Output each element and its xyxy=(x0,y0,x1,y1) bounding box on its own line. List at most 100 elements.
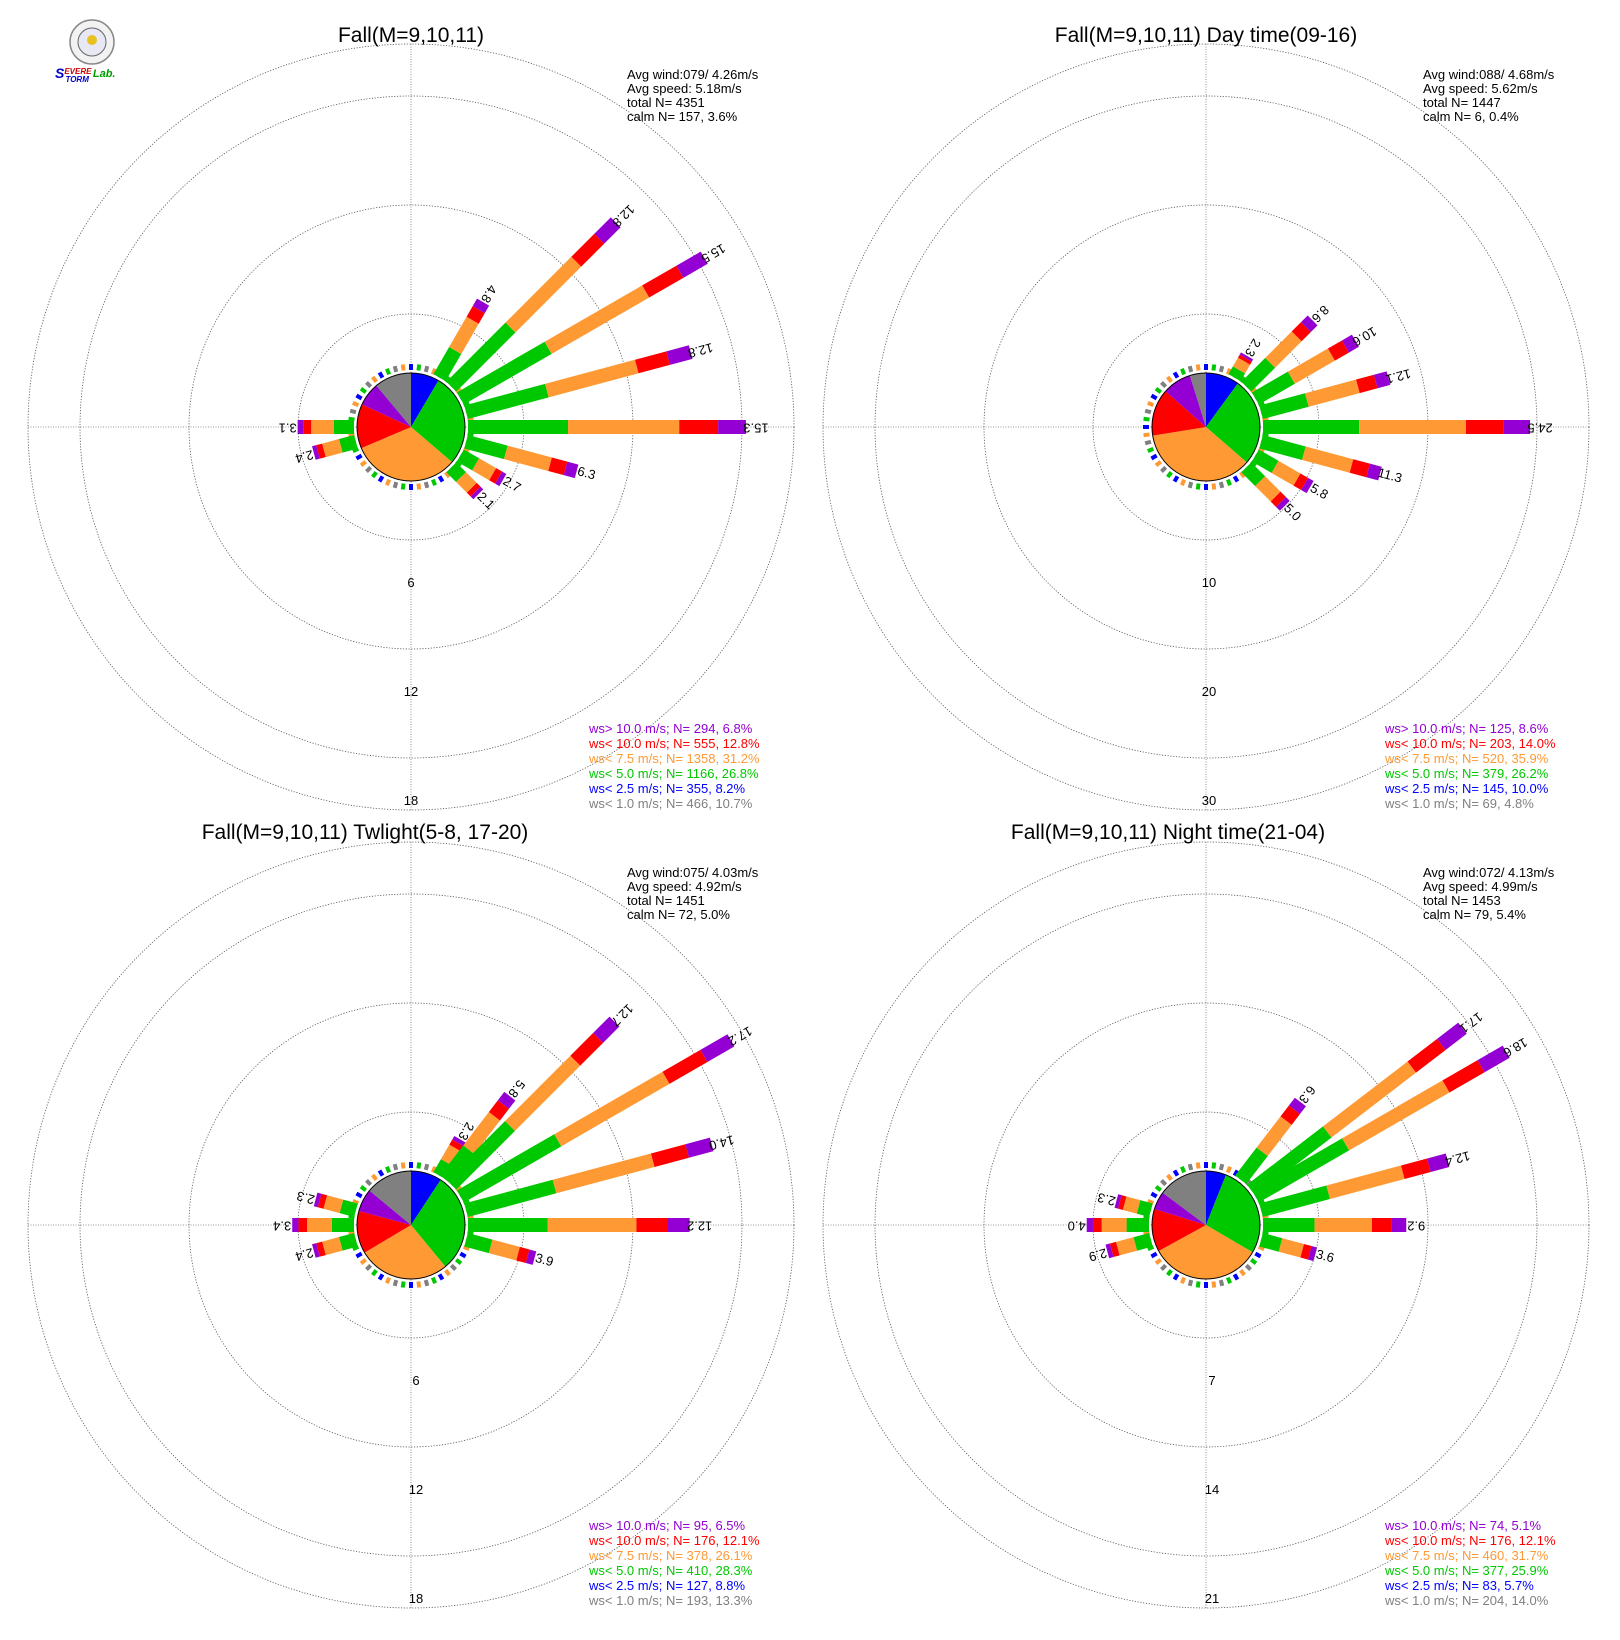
direction-tick xyxy=(1144,439,1152,446)
direction-tick xyxy=(1180,478,1187,486)
direction-bar xyxy=(1263,420,1531,434)
bar-segment-lt5 xyxy=(1263,420,1360,434)
direction-tick xyxy=(1150,453,1158,461)
direction-tick xyxy=(355,393,363,401)
info-avg-wind: Avg wind:088/ 4.68m/s xyxy=(1423,67,1555,82)
pie-outline xyxy=(1151,372,1261,482)
direction-tick xyxy=(1172,371,1180,379)
direction-bar xyxy=(1235,1097,1306,1185)
bar-value-label: 6.3 xyxy=(576,463,597,482)
bar-value-label: 12.2 xyxy=(687,1219,712,1234)
bar-value-label: 12.4 xyxy=(1443,1148,1471,1169)
info-calm: calm N= 6, 0.4% xyxy=(1423,109,1519,124)
bar-segment-lt5 xyxy=(446,322,516,392)
direction-tick xyxy=(462,446,470,453)
bar-value-label: 24.5 xyxy=(1527,421,1552,436)
direction-tick xyxy=(455,460,463,467)
direction-tick xyxy=(423,365,430,373)
direction-tick xyxy=(1262,1214,1269,1220)
bar-segment-lt10 xyxy=(634,351,671,374)
direction-tick xyxy=(355,1251,363,1259)
direction-bar xyxy=(446,462,484,500)
legend-entry: ws< 10.0 m/s; N= 203, 14.0% xyxy=(1384,736,1556,751)
direction-bar xyxy=(1251,449,1314,494)
direction-tick xyxy=(416,364,422,371)
direction-bar xyxy=(1259,371,1391,420)
ring-label: 7 xyxy=(1208,1373,1215,1388)
direction-tick xyxy=(1225,368,1232,376)
direction-tick xyxy=(1147,446,1155,453)
legend-entry: ws< 10.0 m/s; N= 176, 12.1% xyxy=(588,1533,760,1548)
legend-entry: ws< 1.0 m/s; N= 69, 4.8% xyxy=(1384,796,1534,811)
direction-tick xyxy=(400,483,406,490)
direction-tick xyxy=(377,371,385,379)
bar-segment-lt5 xyxy=(468,420,569,434)
bar-segment-lt10 xyxy=(642,265,684,298)
direction-tick xyxy=(1225,478,1232,486)
direction-tick xyxy=(349,408,357,415)
direction-bar xyxy=(1259,434,1382,481)
direction-bar xyxy=(433,298,490,382)
bar-value-label: 3.4 xyxy=(273,1219,291,1234)
bar-segment-lt7_5 xyxy=(1115,1237,1138,1256)
bar-value-label: 2.4 xyxy=(294,447,315,466)
direction-tick xyxy=(1244,1263,1252,1271)
direction-tick xyxy=(1150,1251,1158,1259)
direction-bar xyxy=(446,217,621,392)
direction-tick xyxy=(444,375,451,383)
bar-value-label: 2.4 xyxy=(294,1245,315,1264)
legend-entry: ws> 10.0 m/s; N= 294, 6.8% xyxy=(588,721,753,736)
bar-value-label: 11.3 xyxy=(1376,465,1403,486)
direction-tick xyxy=(1195,483,1201,490)
direction-bar xyxy=(464,1137,714,1218)
direction-tick xyxy=(1154,1258,1162,1265)
bar-value-label: 2.3 xyxy=(295,1188,316,1207)
bar-value-label: 15.3 xyxy=(743,421,768,436)
pie-slice-lt2_5 xyxy=(1206,1171,1226,1225)
bar-segment-lt5 xyxy=(446,462,466,482)
bar-segment-lt10 xyxy=(1407,1038,1446,1073)
direction-tick xyxy=(1187,1163,1194,1171)
direction-tick xyxy=(437,1273,445,1281)
legend-entry: ws< 2.5 m/s; N= 127, 8.8% xyxy=(588,1578,746,1593)
direction-bar xyxy=(464,345,693,420)
direction-tick xyxy=(385,1166,392,1174)
bar-segment-lt10 xyxy=(679,420,719,434)
info-total: total N= 1447 xyxy=(1423,95,1501,110)
bar-segment-lt10 xyxy=(449,1139,465,1152)
bar-segment-lt10 xyxy=(488,1100,509,1121)
bar-segment-lt5 xyxy=(1133,1232,1153,1251)
bar-segment-lt5 xyxy=(464,1232,493,1254)
bar-segment-lt10 xyxy=(1442,1060,1485,1093)
chart-title: Fall(M=9,10,11) Twlight(5-8, 17-20) xyxy=(202,821,529,844)
direction-tick xyxy=(377,1169,385,1177)
direction-tick xyxy=(444,1269,451,1277)
legend-entry: ws< 1.0 m/s; N= 193, 13.3% xyxy=(588,1593,753,1608)
ring-3 xyxy=(79,893,743,1557)
direction-tick xyxy=(1211,483,1217,490)
bar-segment-gt10 xyxy=(297,420,304,434)
direction-tick xyxy=(455,387,463,394)
bar-value-label: 12.8 xyxy=(686,340,714,361)
direction-tick xyxy=(1250,1258,1258,1265)
bar-segment-lt5 xyxy=(456,449,480,471)
pie-slice-lt2_5 xyxy=(411,373,439,427)
bar-segment-lt10 xyxy=(662,1049,708,1084)
bar-segment-gt10 xyxy=(1341,334,1359,353)
bar-segment-gt10 xyxy=(700,1034,735,1062)
direction-bar xyxy=(312,1232,358,1258)
bar-segment-gt10 xyxy=(1503,420,1531,434)
bar-segment-lt7_5 xyxy=(1255,476,1281,502)
pie-slice-lt1 xyxy=(1189,373,1206,427)
bar-segment-lt7_5 xyxy=(488,1239,520,1261)
direction-tick xyxy=(355,1191,363,1199)
bar-value-label: 14.0 xyxy=(707,1132,735,1153)
direction-tick xyxy=(467,1230,474,1236)
bar-segment-lt5 xyxy=(339,1199,358,1218)
direction-tick xyxy=(365,1179,373,1187)
direction-tick xyxy=(416,1281,422,1288)
info-avg-speed: Avg speed: 5.18m/s xyxy=(627,81,742,96)
direction-tick xyxy=(1172,1169,1180,1177)
bar-segment-lt5 xyxy=(333,420,354,434)
direction-tick xyxy=(423,1279,430,1287)
